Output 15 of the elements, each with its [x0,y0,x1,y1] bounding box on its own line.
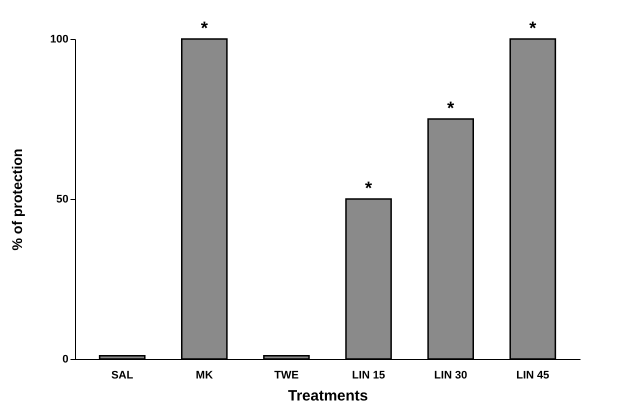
annotation: * [365,178,372,198]
x-tick-label: SAL [111,370,134,382]
x-tick-label: LIN 15 [352,370,386,382]
y-tick-label: 50 [56,194,68,206]
x-tick-label: TWE [274,370,299,382]
annotation: * [200,18,208,38]
x-tick-label: LIN 30 [434,370,468,382]
y-axis-title: % of protection [9,148,26,250]
annotation: * [529,18,536,38]
x-axis-title: Treatments [288,388,368,404]
annotation: * [447,98,454,118]
y-tick-label: 0 [62,354,68,366]
x-tick-label: LIN 45 [516,370,550,382]
y-tick-label: 100 [50,34,68,46]
x-tick-label: MK [196,370,213,382]
